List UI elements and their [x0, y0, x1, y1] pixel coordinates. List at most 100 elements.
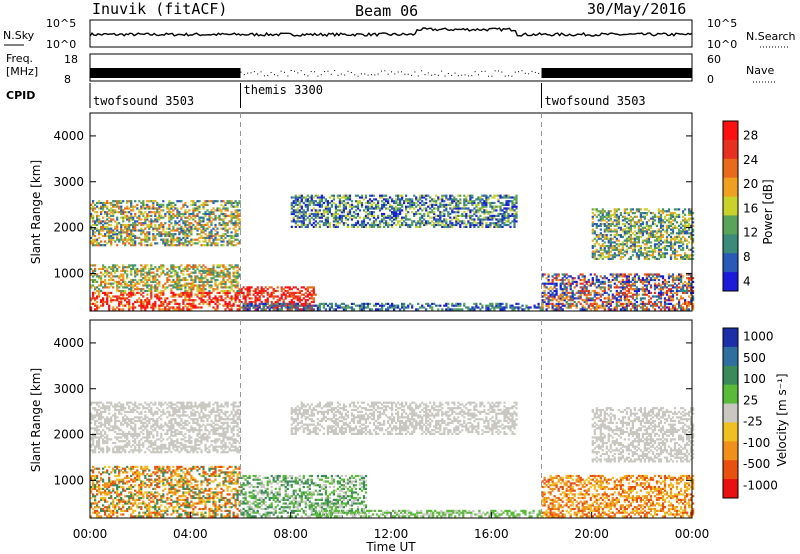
heatmap-cell	[236, 216, 239, 219]
heatmap-cell	[537, 302, 540, 305]
heatmap-cell	[312, 196, 315, 199]
heatmap-cell	[553, 297, 556, 300]
heatmap-cell	[551, 306, 554, 309]
heatmap-cell	[106, 267, 109, 271]
freq-dot	[297, 72, 299, 74]
heatmap-cell	[360, 306, 364, 309]
heatmap-cell	[459, 214, 462, 217]
heatmap-cell	[503, 207, 506, 210]
heatmap-cell	[116, 267, 119, 271]
heatmap-cell	[487, 308, 490, 311]
heatmap-cell	[360, 304, 364, 307]
heatmap-cell	[511, 220, 514, 223]
heatmap-cell	[292, 209, 295, 212]
heatmap-cell	[593, 232, 596, 235]
heatmap-cell	[463, 201, 466, 205]
heatmap-cell	[172, 209, 175, 212]
heatmap-cell	[575, 297, 578, 300]
freq-dot	[380, 70, 382, 72]
freq-dot	[498, 70, 500, 72]
heatmap-cell	[248, 291, 251, 294]
heatmap-cell	[294, 209, 297, 212]
heatmap-cell	[98, 214, 101, 217]
heatmap-cell	[144, 264, 147, 267]
heatmap-cell	[252, 300, 255, 304]
heatmap-cell	[577, 297, 580, 300]
heatmap-cell	[160, 238, 163, 241]
heatmap-cell	[260, 308, 263, 311]
heatmap-cell	[92, 242, 95, 245]
heatmap-cell	[607, 252, 610, 255]
heatmap-cell	[134, 264, 137, 267]
heatmap-cell	[364, 211, 368, 214]
heatmap-cell	[306, 200, 309, 203]
heatmap-cell	[166, 240, 169, 243]
heatmap-cell	[445, 220, 448, 223]
heatmap-cell	[372, 304, 376, 307]
heatmap-cell	[158, 295, 161, 298]
heatmap-cell	[465, 223, 468, 227]
heatmap-cell	[629, 302, 632, 305]
heatmap-cell	[186, 293, 189, 296]
heatmap-cell	[236, 269, 239, 272]
heatmap-cell	[423, 223, 426, 227]
heatmap-cell	[617, 245, 620, 248]
heatmap-cell	[509, 207, 512, 210]
heatmap-cell	[166, 231, 169, 234]
heatmap-cell	[395, 306, 398, 309]
heatmap-cell	[647, 308, 651, 311]
heatmap-cell	[236, 234, 239, 238]
heatmap-cell	[290, 207, 293, 210]
heatmap-cell	[334, 304, 337, 307]
heatmap-cell	[425, 198, 428, 201]
heatmap-cell	[96, 240, 99, 243]
heatmap-cell	[110, 223, 113, 227]
heatmap-cell	[334, 211, 337, 214]
heatmap-cell	[264, 299, 267, 302]
heatmap-cell	[366, 207, 370, 210]
heatmap-cell	[122, 229, 125, 232]
heatmap-cell	[202, 218, 205, 221]
heatmap-cell	[497, 198, 500, 201]
heatmap-cell	[160, 233, 163, 236]
heatmap-cell	[166, 304, 169, 307]
heatmap-cell	[140, 304, 143, 307]
heatmap-cell	[214, 238, 217, 241]
heatmap-cell	[120, 231, 123, 234]
freq-dot	[250, 72, 252, 74]
heatmap-cell	[346, 212, 350, 216]
heatmap-cell	[489, 223, 492, 227]
heatmap-cell	[196, 223, 199, 227]
heatmap-cell	[306, 299, 309, 302]
heatmap-cell	[148, 214, 151, 217]
heatmap-cell	[172, 227, 175, 230]
heatmap-cell	[669, 297, 673, 300]
heatmap-cell	[692, 299, 695, 302]
heatmap-cell	[370, 200, 374, 203]
heatmap-cell	[635, 280, 638, 283]
heatmap-cell	[338, 203, 341, 206]
heatmap-cell	[557, 304, 560, 307]
heatmap-cell	[649, 284, 653, 287]
heatmap-cell	[364, 225, 368, 228]
heatmap-cell	[549, 293, 552, 296]
heatmap-cell	[150, 214, 153, 217]
heatmap-cell	[391, 205, 394, 208]
heatmap-cell	[196, 284, 199, 287]
heatmap-cell	[234, 229, 237, 232]
heatmap-cell	[583, 293, 586, 296]
heatmap-cell	[136, 203, 139, 206]
heatmap-cell	[272, 304, 275, 307]
heatmap-cell	[485, 222, 488, 225]
heatmap-cell	[222, 264, 225, 267]
heatmap-cell	[573, 304, 576, 307]
heatmap-cell	[120, 273, 123, 276]
heatmap-cell	[152, 271, 155, 274]
heatmap-cell	[659, 275, 663, 278]
heatmap-cell	[102, 304, 105, 307]
heatmap-cell	[220, 284, 223, 287]
heatmap-cell	[314, 220, 317, 223]
heatmap-cell	[208, 289, 211, 293]
heatmap-cell	[455, 211, 458, 214]
heatmap-cell	[148, 205, 151, 208]
